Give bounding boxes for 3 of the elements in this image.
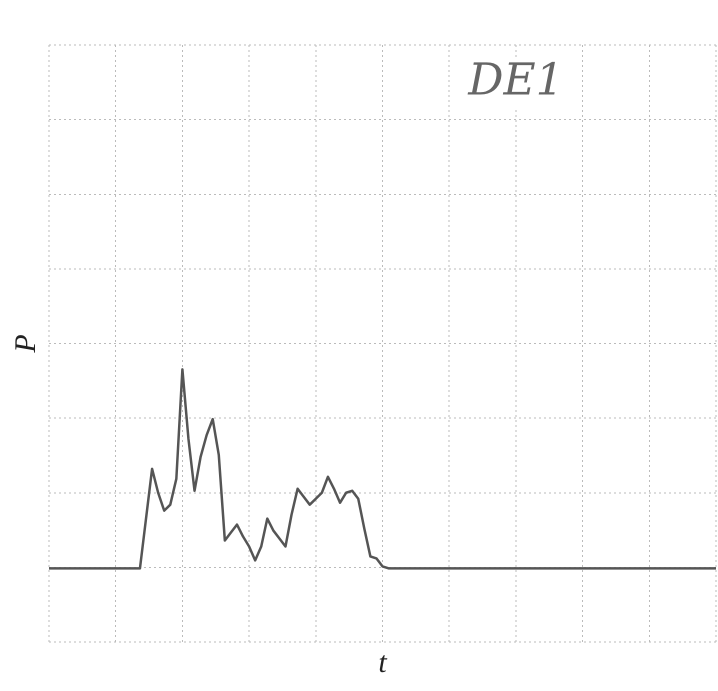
x-axis-title: t xyxy=(378,646,388,679)
text: DE1 xyxy=(467,54,564,106)
y-axis-title: P xyxy=(8,334,42,354)
